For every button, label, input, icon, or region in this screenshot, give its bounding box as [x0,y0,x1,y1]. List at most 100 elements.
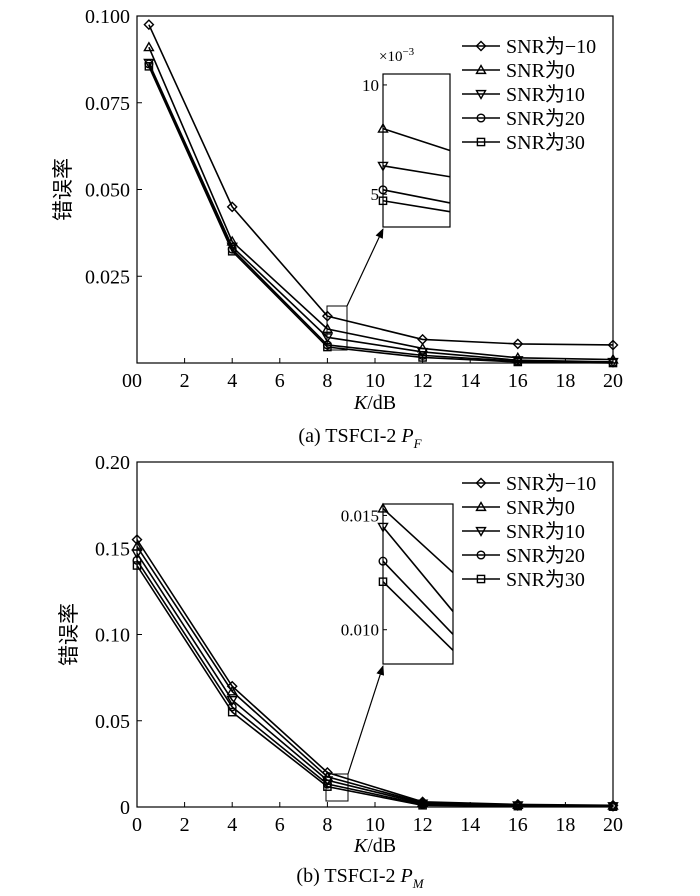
panel-b-data-point [226,685,238,696]
panel-b-data-point [323,782,332,791]
panel-a-series-line [148,46,614,361]
panel-a-series-line [148,24,614,346]
panel-a-inset-series-line [382,189,451,204]
panel-b-legend-marker [476,550,486,560]
panel-b-caption-text: (b) TSFCI-2 [296,865,400,887]
panel-a-caption: (a) TSFCI-2 PF [298,425,422,451]
panel-a-legend-marker [476,113,486,123]
panel-b-inset-data-point [378,577,388,587]
panel-b-y-axis-label: 错误率 [57,603,81,666]
panel-a-inset-data-point [378,196,388,206]
panel-a-data-point [227,246,237,256]
panel-b-data-point [418,800,427,810]
panel-a-x-tick-label: 18 [555,370,575,392]
panel-a-x-tick-label: 10 [365,370,385,392]
panel-b-data-point [132,555,142,565]
panel-a-inset-scale-label: ×10−3 [379,46,415,65]
panel-b-x-axis-label-unit: /dB [367,835,396,857]
panel-b-data-point [512,799,524,810]
panel-b-series-line [136,559,614,808]
panel-a-zoom-box [326,305,348,351]
panel-a-caption-text: (a) TSFCI-2 [298,425,401,447]
panel-b-inset-data-point [378,556,388,566]
panel-b-legend-marker [475,477,487,489]
panel-b-x-tick-label: 8 [322,814,332,836]
panel-b-x-tick-label: 18 [555,814,575,836]
panel-a-legend-label: SNR为10 [506,83,585,106]
panel-b-x-axis-label: K/dB [353,835,396,857]
panel-b-inset-data-point [377,502,389,513]
panel-a-x-tick-label: 2 [180,370,190,392]
panel-b-zoom-box [325,773,349,802]
panel-b-inset-series-line [382,581,454,651]
panel-b-data-point [132,561,142,570]
panel-b-y-tick-label: 0.10 [95,625,130,647]
panel-a-data-point [144,62,154,71]
panel-a-y-axis-label: 错误率 [51,158,75,221]
panel-a-series-line [148,62,614,363]
panel-a-legend-marker [475,64,487,75]
panel-a-y-tick-label: 0.075 [85,93,130,115]
panel-a-inset-data-point [377,122,389,133]
panel-a-origin-label: 0 [122,370,132,392]
panel-b-data-point [608,802,618,811]
panel-a-inset-scale-base: ×10 [379,49,402,65]
panel-b-x-tick-label: 6 [275,814,285,836]
panel-b-inset-tick-label: 0.015 [341,506,379,525]
panel-b-data-point [131,549,143,560]
panel-b-x-tick-label: 4 [227,814,237,836]
panel-b-series-line [136,552,614,807]
panel-a-x-tick-label: 16 [508,370,528,392]
panel-b-data-point [227,707,237,717]
panel-b-inset-tick-label: 0.010 [341,621,379,640]
panel-b-y-tick-label: 0.05 [95,711,130,733]
panel-a-data-point [607,339,619,351]
panel-b-x-tick-label: 12 [413,814,433,836]
panel-b-y-tick-label: 0.15 [95,538,130,560]
panel-a-data-point [143,41,155,52]
panel-a-inset-tick-label: 10 [362,76,379,95]
panel-a-y-tick-label: 0.100 [85,6,130,28]
panel-b-x-tick-label: 14 [460,814,480,836]
panel-b-caption-subscript: M [412,876,425,891]
panel-b-x-tick-label: 2 [180,814,190,836]
panel-b-legend-label: SNR为20 [506,544,585,567]
panel-a-legend-label: SNR为20 [506,107,585,130]
panel-a-data-point [513,357,523,367]
panel-a-legend-label: SNR为30 [506,131,585,154]
panel-a-data-point [143,19,155,31]
panel-a-x-tick-label: 14 [460,370,480,392]
panel-a-x-axis-label-symbol: K [353,392,369,414]
panel-a-x-tick-label: 12 [413,370,433,392]
panel-b-inset-data-point [377,522,389,533]
panel-b-x-tick-label: 16 [508,814,528,836]
panel-b-series-line [136,565,614,808]
panel-b-x-tick-label: 0 [132,814,142,836]
panel-a-y-tick-label: 0.050 [85,180,130,202]
panel-a-legend-marker [475,89,487,100]
panel-b-y-tick-label: 0.20 [95,452,130,474]
panel-b-inset-series-line [382,560,454,635]
panel-b-inset-frame [382,503,454,665]
panel-a-series-line [148,65,614,364]
panel-b-x-tick-label: 20 [603,814,623,836]
panel-a-data-point [226,201,238,213]
panel-a-data-point [512,338,524,350]
panel-b-caption-symbol: P [400,865,413,887]
panel-b-zoom-arrow [347,665,385,775]
panel-a-x-tick-label: 8 [322,370,332,392]
panel-b-legend-label: SNR为0 [506,496,575,519]
panel-a-y-tick-label: 0.025 [85,266,130,288]
panel-b-y-tick-label: 0 [120,797,130,819]
panel-a-legend-marker [475,40,487,52]
panel-a-inset-tick-label: 5 [371,185,380,204]
panel-b-legend-marker [476,574,486,584]
panel-a-data-point [608,358,618,368]
panel-b-data-point [226,695,238,706]
panel-a-inset-series-line [382,199,451,213]
panel-a-legend-label: SNR为0 [506,59,575,82]
panel-a-inset-data-point [377,161,389,172]
panel-b-x-axis-label-symbol: K [353,835,369,857]
panel-a-x-tick-label: 0 [132,370,142,392]
